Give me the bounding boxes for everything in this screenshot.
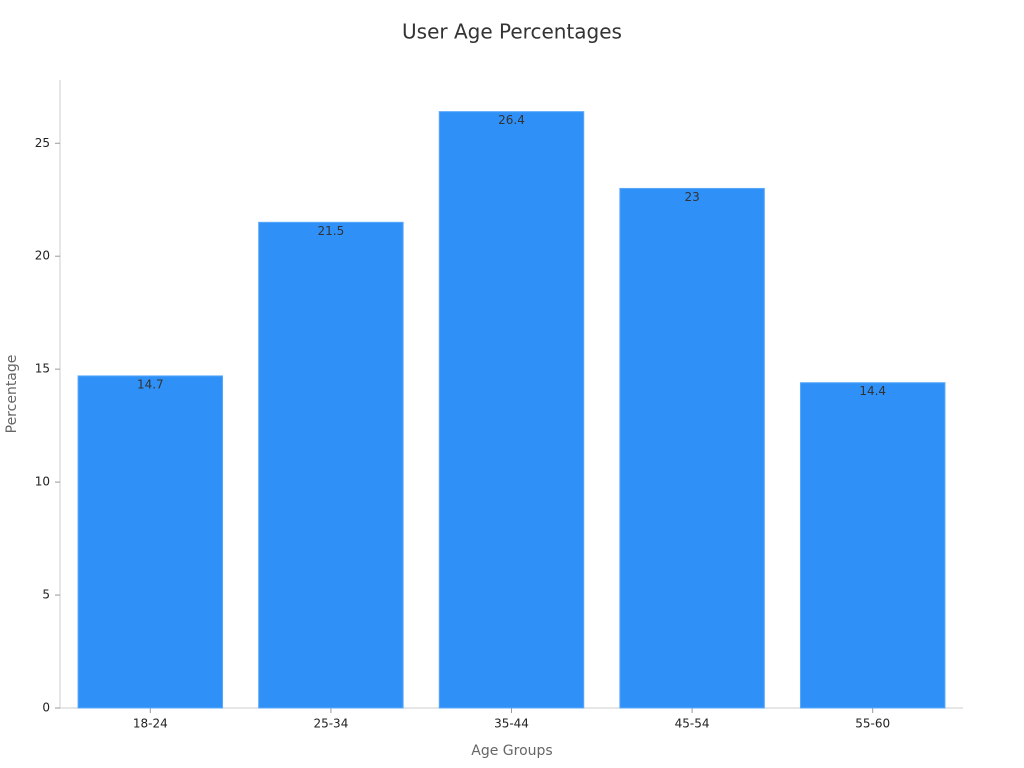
bar [258, 221, 404, 709]
y-tick-label: 25 [35, 136, 50, 150]
data-label: 26.4 [498, 113, 525, 127]
y-tick-label: 15 [35, 362, 50, 376]
bar [799, 382, 946, 709]
bar [619, 187, 765, 709]
y-tick-label: 0 [42, 701, 50, 715]
data-label: 21.5 [318, 224, 345, 238]
y-tick-label: 10 [35, 475, 50, 489]
data-label: 23 [684, 190, 699, 204]
x-axis-label: Age Groups [471, 743, 552, 759]
x-tick-label: 35-44 [494, 717, 529, 731]
x-tick-label: 45-54 [675, 717, 710, 731]
data-label: 14.4 [859, 384, 886, 398]
x-tick-label: 18-24 [133, 717, 168, 731]
bar [438, 111, 585, 709]
y-tick-label: 5 [42, 588, 50, 602]
y-tick-label: 20 [35, 249, 50, 263]
x-tick-label: 25-34 [313, 717, 348, 731]
y-axis-label: Percentage [4, 355, 20, 434]
chart-title: User Age Percentages [402, 20, 622, 44]
bar [77, 375, 224, 709]
data-label: 14.7 [137, 377, 164, 391]
x-tick-label: 55-60 [855, 717, 890, 731]
